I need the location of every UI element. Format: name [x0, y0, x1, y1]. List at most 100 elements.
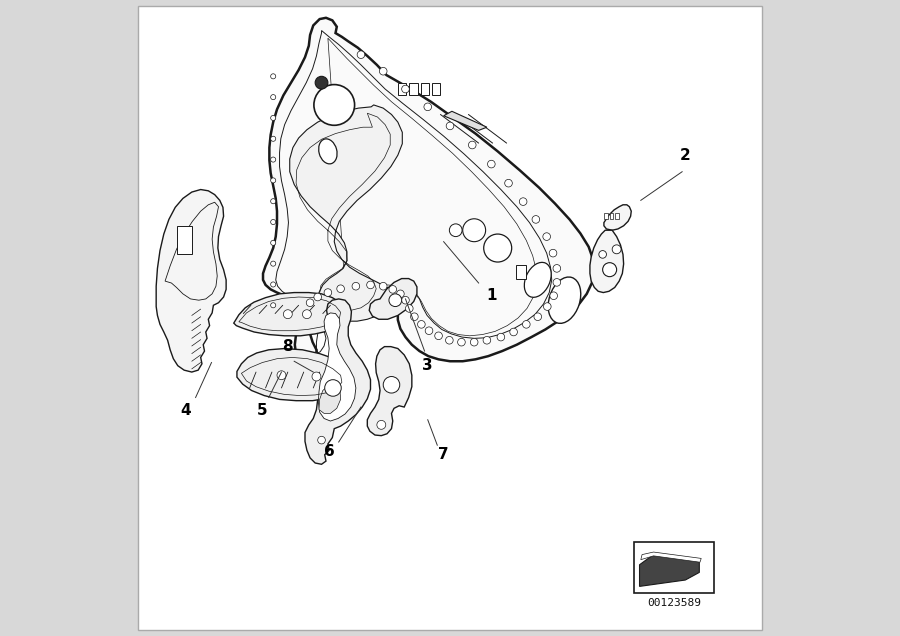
- Text: 6: 6: [324, 444, 335, 459]
- Circle shape: [598, 251, 607, 258]
- Circle shape: [271, 219, 275, 225]
- Circle shape: [401, 85, 410, 93]
- Circle shape: [284, 310, 292, 319]
- Circle shape: [410, 313, 419, 321]
- Polygon shape: [369, 279, 417, 319]
- Polygon shape: [640, 555, 699, 586]
- Circle shape: [302, 310, 311, 319]
- Bar: [616, 213, 619, 219]
- Circle shape: [553, 265, 561, 272]
- Circle shape: [271, 74, 275, 79]
- Circle shape: [505, 179, 512, 187]
- Circle shape: [380, 67, 387, 75]
- Bar: [432, 83, 440, 95]
- Circle shape: [325, 380, 341, 396]
- Circle shape: [446, 336, 454, 344]
- Bar: [516, 265, 526, 279]
- Circle shape: [271, 157, 275, 162]
- Circle shape: [553, 279, 561, 286]
- Bar: [176, 226, 193, 254]
- Circle shape: [271, 178, 275, 183]
- Circle shape: [544, 303, 551, 310]
- Text: 00123589: 00123589: [647, 598, 701, 608]
- Bar: [398, 83, 406, 95]
- Bar: [634, 542, 714, 593]
- Circle shape: [314, 293, 321, 301]
- Circle shape: [397, 290, 404, 298]
- Circle shape: [271, 136, 275, 141]
- Bar: [604, 213, 608, 219]
- Bar: [420, 83, 429, 95]
- Text: 3: 3: [422, 358, 433, 373]
- Circle shape: [463, 219, 486, 242]
- Circle shape: [449, 224, 462, 237]
- Circle shape: [549, 249, 557, 257]
- Circle shape: [383, 377, 400, 393]
- Circle shape: [468, 141, 476, 149]
- Ellipse shape: [319, 139, 338, 164]
- Circle shape: [612, 245, 621, 254]
- Polygon shape: [234, 293, 346, 336]
- Circle shape: [271, 303, 275, 308]
- Text: 4: 4: [181, 403, 192, 418]
- Circle shape: [271, 261, 275, 266]
- Circle shape: [603, 263, 616, 277]
- Polygon shape: [590, 230, 624, 293]
- Circle shape: [543, 233, 551, 240]
- Circle shape: [271, 95, 275, 100]
- Polygon shape: [444, 111, 487, 130]
- Text: 2: 2: [680, 148, 690, 163]
- Circle shape: [389, 286, 397, 293]
- Circle shape: [377, 420, 386, 429]
- Polygon shape: [641, 552, 701, 562]
- Circle shape: [425, 327, 433, 335]
- Polygon shape: [319, 313, 356, 421]
- Circle shape: [271, 198, 275, 204]
- Circle shape: [483, 234, 512, 262]
- Ellipse shape: [548, 277, 580, 323]
- Polygon shape: [367, 347, 412, 436]
- Polygon shape: [263, 18, 594, 372]
- Circle shape: [435, 332, 443, 340]
- Polygon shape: [319, 384, 340, 413]
- Circle shape: [314, 85, 355, 125]
- Circle shape: [401, 296, 410, 304]
- Circle shape: [483, 336, 490, 344]
- Bar: [609, 213, 614, 219]
- Polygon shape: [305, 299, 371, 464]
- Circle shape: [534, 313, 542, 321]
- Circle shape: [271, 282, 275, 287]
- Circle shape: [306, 299, 314, 307]
- Circle shape: [406, 305, 413, 312]
- Circle shape: [446, 122, 454, 130]
- Circle shape: [337, 285, 345, 293]
- Circle shape: [532, 216, 540, 223]
- Circle shape: [488, 160, 495, 168]
- Circle shape: [352, 282, 360, 290]
- Polygon shape: [604, 205, 631, 230]
- Text: 1: 1: [486, 288, 497, 303]
- Text: 7: 7: [438, 447, 449, 462]
- Polygon shape: [237, 349, 351, 401]
- Circle shape: [271, 115, 275, 120]
- Text: 8: 8: [283, 339, 293, 354]
- Circle shape: [457, 338, 465, 346]
- Circle shape: [312, 372, 321, 381]
- Circle shape: [550, 292, 557, 300]
- Circle shape: [471, 338, 478, 346]
- Circle shape: [509, 328, 518, 336]
- Text: 5: 5: [257, 403, 267, 418]
- Circle shape: [424, 103, 432, 111]
- Circle shape: [523, 321, 530, 328]
- Circle shape: [357, 51, 364, 59]
- Circle shape: [497, 333, 505, 341]
- Circle shape: [271, 240, 275, 245]
- Circle shape: [324, 289, 332, 296]
- Circle shape: [418, 321, 425, 328]
- Polygon shape: [290, 105, 402, 321]
- Circle shape: [380, 282, 387, 290]
- Bar: [410, 83, 418, 95]
- Circle shape: [389, 294, 401, 307]
- Circle shape: [315, 76, 328, 89]
- Polygon shape: [157, 190, 226, 372]
